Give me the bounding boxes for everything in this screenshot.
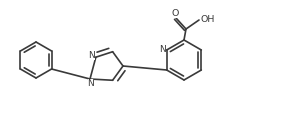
Text: N: N	[159, 45, 166, 54]
Text: N: N	[88, 51, 95, 60]
Text: OH: OH	[201, 14, 215, 24]
Text: N: N	[87, 78, 94, 88]
Text: O: O	[171, 8, 179, 18]
